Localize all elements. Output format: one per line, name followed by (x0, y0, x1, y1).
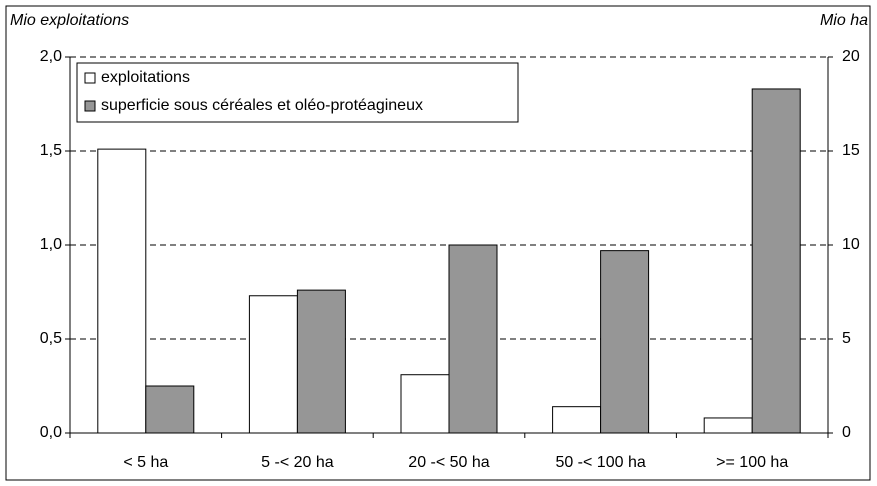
bar (400, 374, 450, 434)
x-tick-label: 20 -< 50 ha (408, 454, 490, 471)
legend-swatch (84, 72, 96, 84)
bar (145, 385, 195, 434)
bar (296, 289, 346, 434)
y-tick-label: 1,0 (40, 236, 62, 253)
bar (751, 88, 801, 434)
bar (448, 244, 498, 434)
y2-tick-label: 10 (842, 236, 860, 253)
y2-tick-label: 15 (842, 142, 860, 159)
legend-label: exploitations (101, 69, 190, 86)
bar (552, 406, 602, 434)
bar (703, 417, 753, 434)
legend-label: superficie sous céréales et oléo-protéag… (101, 97, 423, 114)
x-tick-label: 50 -< 100 ha (555, 454, 645, 471)
y-tick-label: 2,0 (40, 48, 62, 65)
bar (248, 295, 298, 434)
bar (97, 148, 147, 434)
y2-tick-label: 5 (842, 330, 851, 347)
x-tick-label: < 5 ha (123, 454, 168, 471)
y2-axis-label: Mio ha (820, 12, 868, 29)
legend-box (76, 62, 519, 123)
x-tick-label: 5 -< 20 ha (261, 454, 334, 471)
y-axis-label: Mio exploitations (10, 12, 129, 29)
x-tick-label: >= 100 ha (716, 454, 788, 471)
y2-tick-label: 0 (842, 424, 851, 441)
y-tick-label: 0,0 (40, 424, 62, 441)
y-tick-label: 0,5 (40, 330, 62, 347)
bar (600, 250, 650, 434)
y-tick-label: 1,5 (40, 142, 62, 159)
legend-swatch (84, 100, 96, 112)
y2-tick-label: 20 (842, 48, 860, 65)
